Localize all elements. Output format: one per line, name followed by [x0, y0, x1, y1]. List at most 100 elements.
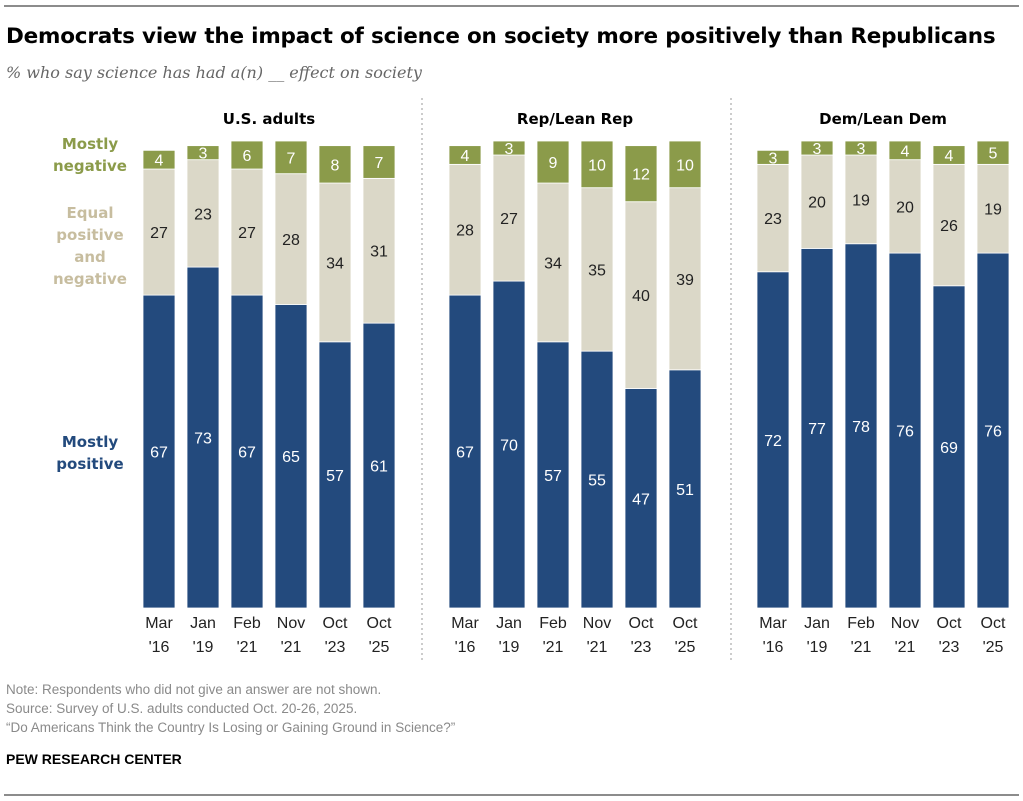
bar-positive — [230, 294, 264, 609]
data-label-negative: 3 — [199, 146, 208, 163]
bar-equal — [888, 159, 922, 254]
x-tick-label: Feb — [539, 615, 567, 632]
data-label-negative: 7 — [287, 150, 296, 167]
panel-title: Rep/Lean Rep — [517, 110, 633, 128]
bar-equal — [492, 154, 526, 282]
data-label-equal: 19 — [852, 192, 870, 209]
legend-text: Equal — [66, 204, 114, 222]
data-label-negative: 10 — [588, 157, 606, 174]
x-tick-label: Jan — [804, 615, 830, 632]
x-tick-label: Mar — [759, 615, 787, 632]
data-label-positive: 73 — [194, 431, 212, 448]
x-tick-label: Feb — [233, 615, 261, 632]
x-tick-label: '23 — [631, 639, 652, 656]
x-tick-label: '23 — [939, 639, 960, 656]
data-label-negative: 9 — [549, 155, 558, 172]
data-label-negative: 10 — [676, 157, 694, 174]
bar-negative — [492, 140, 526, 156]
bar-positive — [844, 243, 878, 609]
bar-positive — [756, 271, 790, 609]
data-label-positive: 72 — [764, 433, 782, 450]
x-tick-label: Nov — [277, 615, 305, 632]
chart-title: Democrats view the impact of science on … — [6, 24, 996, 49]
data-label-negative: 12 — [632, 167, 650, 184]
data-label-negative: 7 — [375, 155, 384, 172]
bar-equal — [932, 163, 966, 287]
data-label-equal: 23 — [764, 211, 782, 228]
data-label-positive: 51 — [676, 482, 694, 499]
bar-equal — [624, 201, 658, 389]
x-tick-label: Jan — [496, 615, 522, 632]
data-label-equal: 39 — [676, 272, 694, 289]
x-tick-label: Nov — [583, 615, 611, 632]
x-tick-label: '25 — [369, 639, 390, 656]
bar-equal — [976, 163, 1010, 254]
data-label-equal: 31 — [370, 244, 388, 261]
bar-negative — [362, 145, 396, 179]
data-label-positive: 55 — [588, 473, 606, 490]
bar-equal — [536, 182, 570, 343]
bar-positive — [668, 369, 702, 609]
x-tick-label: '25 — [983, 639, 1004, 656]
legend-text: positive — [56, 455, 124, 473]
x-tick-label: '21 — [237, 639, 258, 656]
x-tick-label: '16 — [149, 639, 170, 656]
data-label-negative: 6 — [243, 148, 252, 165]
legend-text: Mostly — [61, 135, 119, 153]
x-tick-label: '19 — [193, 639, 214, 656]
data-label-positive: 78 — [852, 419, 870, 436]
data-label-positive: 47 — [632, 491, 650, 508]
data-label-negative: 3 — [857, 141, 866, 158]
x-tick-label: '21 — [851, 639, 872, 656]
bar-negative — [756, 149, 790, 165]
x-tick-label: Jan — [190, 615, 216, 632]
legend-text: positive — [56, 226, 124, 244]
data-label-equal: 23 — [194, 206, 212, 223]
legend-text: and — [74, 248, 106, 266]
data-label-positive: 57 — [326, 468, 344, 485]
bar-negative — [932, 145, 966, 165]
bar-negative — [230, 140, 264, 170]
bar-equal — [800, 154, 834, 249]
bar-equal — [756, 163, 790, 273]
data-label-positive: 77 — [808, 421, 826, 438]
data-label-negative: 3 — [813, 141, 822, 158]
data-label-positive: 57 — [544, 468, 562, 485]
data-label-positive: 70 — [500, 438, 518, 455]
legend-mostly-positive: Mostly positive — [35, 431, 145, 475]
data-label-positive: 76 — [896, 424, 914, 441]
chart-subtitle: % who say science has had a(n) __ effect… — [6, 63, 422, 82]
report-title: “Do Americans Think the Country Is Losin… — [6, 720, 456, 735]
bar-positive — [318, 341, 352, 609]
x-tick-label: '21 — [543, 639, 564, 656]
x-tick-label: '23 — [325, 639, 346, 656]
bar-negative — [580, 140, 614, 189]
x-tick-label: '19 — [807, 639, 828, 656]
bar-equal — [844, 154, 878, 245]
bar-equal — [668, 187, 702, 371]
source-text: Source: Survey of U.S. adults conducted … — [6, 701, 358, 716]
bar-negative — [274, 140, 308, 175]
data-label-positive: 67 — [456, 445, 474, 462]
bar-positive — [976, 252, 1010, 609]
bar-positive — [274, 304, 308, 609]
bar-positive — [800, 248, 834, 609]
bar-negative — [800, 140, 834, 156]
x-tick-label: Oct — [673, 615, 698, 632]
data-label-equal: 40 — [632, 288, 650, 305]
data-label-negative: 3 — [769, 150, 778, 167]
bar-equal — [318, 182, 352, 343]
bar-negative — [976, 140, 1010, 165]
x-tick-label: Mar — [145, 615, 173, 632]
legend-text: Mostly — [61, 433, 119, 451]
bar-negative — [668, 140, 702, 189]
data-label-equal: 27 — [238, 225, 256, 242]
data-label-negative: 4 — [901, 143, 910, 160]
x-tick-label: '21 — [281, 639, 302, 656]
data-label-equal: 28 — [456, 223, 474, 240]
data-label-positive: 67 — [150, 445, 168, 462]
data-label-equal: 28 — [282, 232, 300, 249]
data-label-equal: 34 — [326, 255, 344, 272]
